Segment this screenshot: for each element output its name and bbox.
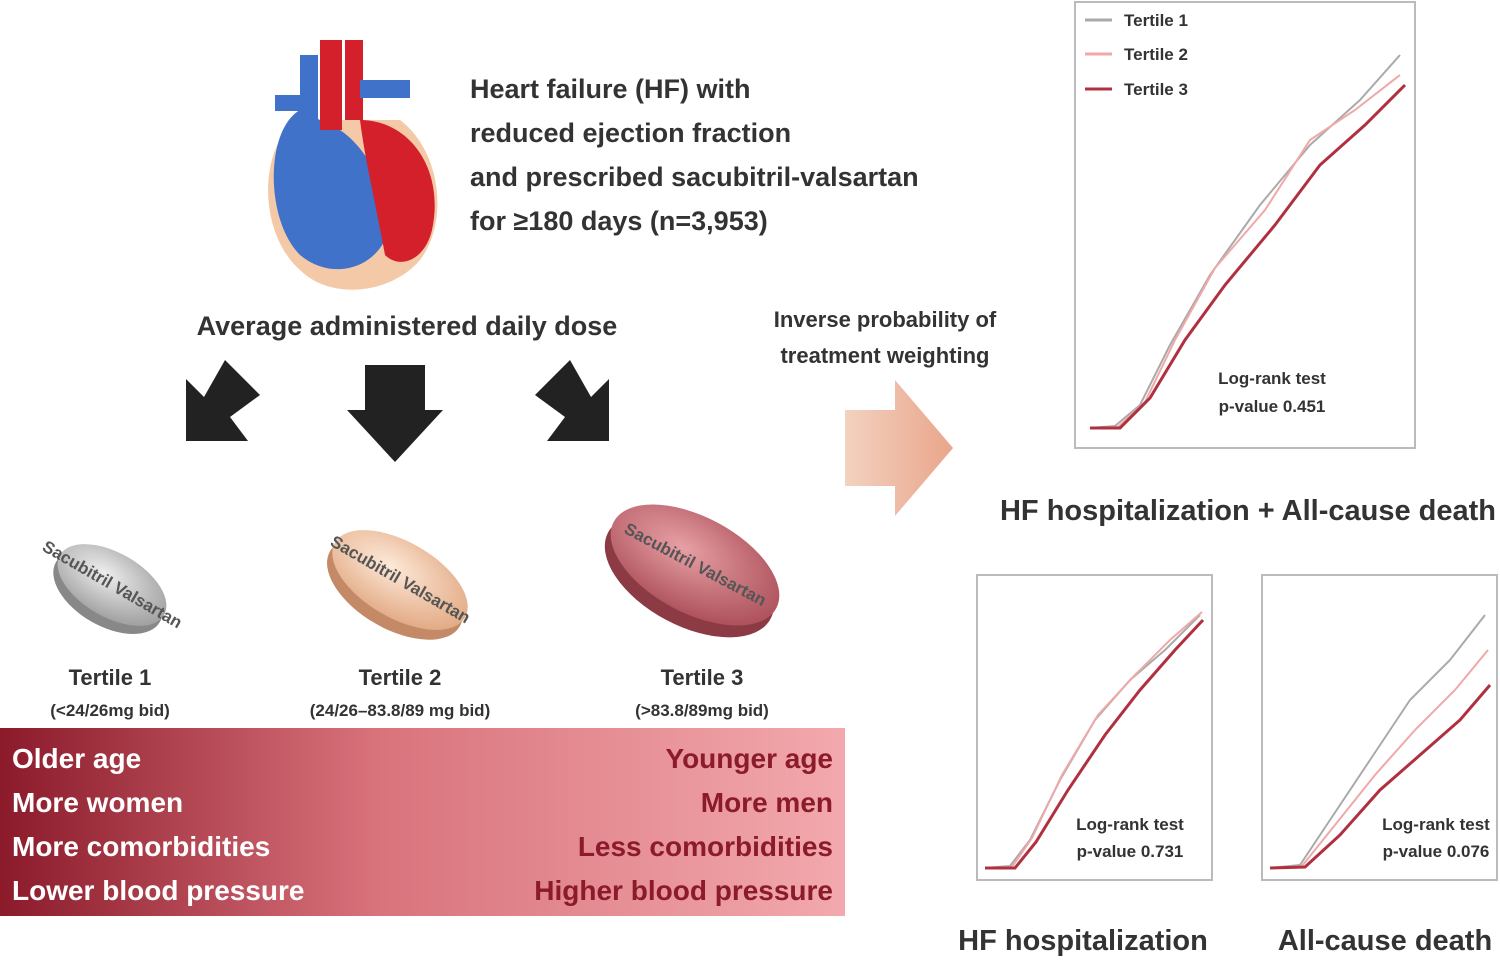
comparison-left: More comorbidities bbox=[12, 831, 270, 862]
p-value: p-value 0.451 bbox=[1219, 397, 1326, 416]
comparison-right: Younger age bbox=[665, 743, 833, 774]
pill: Sacubitril Valsartan bbox=[604, 504, 780, 638]
comparison-right: Less comorbidities bbox=[578, 831, 833, 862]
comparison-left: Older age bbox=[12, 743, 141, 774]
comparison-right: Higher blood pressure bbox=[534, 875, 833, 906]
test-label: Log-rank test bbox=[1382, 815, 1490, 834]
p-value: p-value 0.076 bbox=[1383, 842, 1490, 861]
test-label: Log-rank test bbox=[1218, 369, 1326, 388]
pill: Sacubitril Valsartan bbox=[327, 530, 473, 640]
weighting-line: Inverse probability of bbox=[774, 307, 997, 332]
tertile-dose: (<24/26mg bid) bbox=[50, 701, 170, 720]
description-line: and prescribed sacubitril-valsartan bbox=[470, 162, 919, 192]
p-value: p-value 0.731 bbox=[1077, 842, 1184, 861]
km-plot bbox=[976, 574, 1213, 881]
dose-arrows bbox=[186, 360, 609, 462]
legend-entry: Tertile 2 bbox=[1124, 45, 1188, 64]
km-plot bbox=[1261, 574, 1498, 881]
tertile-name: Tertile 3 bbox=[661, 665, 744, 690]
tertile-name: Tertile 1 bbox=[69, 665, 152, 690]
legend-entry: Tertile 3 bbox=[1124, 80, 1188, 99]
chart-title: HF hospitalization bbox=[958, 925, 1208, 957]
flow-arrow bbox=[845, 380, 953, 516]
weighting-line: treatment weighting bbox=[780, 343, 989, 368]
test-label: Log-rank test bbox=[1076, 815, 1184, 834]
pill: Sacubitril Valsartan bbox=[39, 537, 185, 634]
km-plot bbox=[1074, 1, 1416, 449]
comparison-right: More men bbox=[701, 787, 833, 818]
description-line: reduced ejection fraction bbox=[470, 118, 791, 148]
chart-title: All-cause death bbox=[1278, 925, 1492, 957]
chart-title: HF hospitalization + All-cause death bbox=[1000, 495, 1496, 527]
heart-illustration bbox=[268, 40, 438, 290]
dose-label: Average administered daily dose bbox=[197, 311, 618, 341]
tertile-dose: (>83.8/89mg bid) bbox=[635, 701, 769, 720]
tertile-dose: (24/26–83.8/89 mg bid) bbox=[310, 701, 490, 720]
comparison-band bbox=[0, 728, 845, 916]
description-line: for ≥180 days (n=3,953) bbox=[470, 206, 768, 236]
comparison-left: More women bbox=[12, 787, 183, 818]
description-line: Heart failure (HF) with bbox=[470, 74, 751, 104]
tertile-name: Tertile 2 bbox=[359, 665, 442, 690]
comparison-left: Lower blood pressure bbox=[12, 875, 305, 906]
legend-entry: Tertile 1 bbox=[1124, 11, 1188, 30]
